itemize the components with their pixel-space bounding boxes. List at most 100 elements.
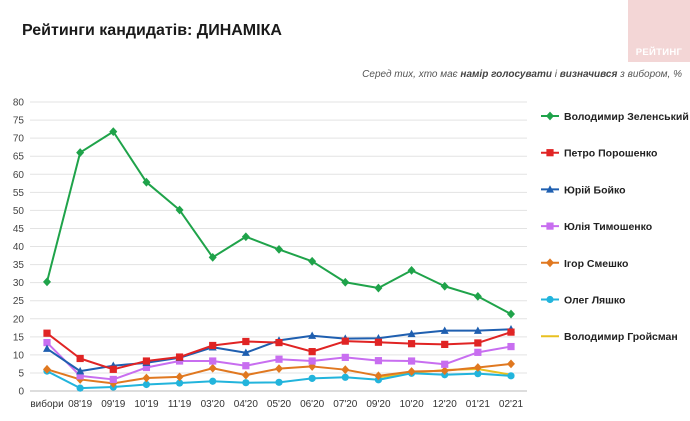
data-point [308, 362, 317, 371]
data-point [308, 256, 317, 266]
data-point [308, 357, 316, 365]
y-tick-label: 0 [18, 387, 24, 398]
data-point [407, 357, 416, 365]
y-tick-label: 65 [13, 152, 25, 163]
subtitle-part-3: з вибором, % [617, 69, 682, 80]
data-point [43, 344, 51, 352]
data-point [109, 375, 117, 384]
y-tick-label: 30 [13, 278, 25, 289]
data-point [76, 384, 84, 392]
legend-label: Олег Ляшко [564, 295, 625, 307]
y-tick-label: 15 [13, 332, 25, 343]
data-point [507, 372, 515, 380]
y-tick-label: 35 [13, 260, 25, 271]
data-point [341, 365, 350, 375]
legend-label: Володимир Зеленський [564, 111, 689, 123]
data-point [142, 380, 151, 389]
data-point [308, 331, 317, 339]
y-tick-label: 50 [13, 206, 25, 217]
data-point [142, 177, 151, 187]
data-point [142, 373, 151, 383]
x-tick-label: 10'19 [134, 399, 159, 410]
data-point [374, 357, 383, 365]
data-point [275, 338, 283, 347]
data-point [308, 374, 316, 382]
data-point [242, 362, 250, 370]
data-point [473, 326, 482, 334]
legend-marker [546, 258, 554, 268]
data-point [507, 328, 515, 336]
x-tick-label: 08'19 [68, 399, 93, 410]
subtitle-part-2: і [551, 69, 560, 80]
data-point [440, 326, 449, 334]
y-tick-label: 5 [18, 368, 24, 379]
data-point [407, 367, 416, 376]
data-point [109, 379, 118, 388]
data-point [142, 363, 151, 372]
data-point [208, 363, 217, 373]
legend-label: Ігор Смешко [564, 258, 628, 270]
legend-marker [546, 222, 554, 230]
x-tick-label: 09'20 [366, 399, 391, 410]
data-point [242, 379, 250, 387]
y-tick-label: 45 [13, 224, 25, 235]
data-point [109, 127, 118, 137]
legend-marker [546, 295, 554, 304]
data-point [209, 357, 217, 365]
data-point [407, 265, 416, 275]
y-tick-label: 10 [13, 350, 25, 361]
data-point [474, 370, 482, 378]
data-point [175, 205, 184, 215]
data-point [441, 360, 449, 368]
data-point [507, 309, 515, 319]
data-point [209, 377, 217, 385]
data-point [474, 348, 482, 356]
data-point [241, 348, 250, 356]
legend-label: Юлія Тимошенко [564, 221, 652, 233]
x-tick-label: 05'20 [267, 399, 292, 410]
legend-marker [546, 111, 554, 121]
y-tick-label: 55 [13, 188, 25, 199]
data-point [473, 363, 482, 372]
chart-title: Рейтинги кандидатів: ДИНАМІКА [22, 22, 282, 39]
legend-label: Юрій Бойко [564, 184, 625, 196]
x-tick-label: 06'20 [300, 399, 325, 410]
data-point [341, 277, 350, 287]
data-point [507, 342, 515, 351]
data-point [175, 379, 184, 387]
x-tick-label: 01'21 [466, 399, 491, 410]
data-point [275, 355, 283, 363]
data-point [374, 338, 383, 346]
data-point [242, 337, 250, 346]
data-point [407, 329, 416, 338]
data-point [43, 329, 51, 337]
data-point [441, 340, 449, 348]
data-point [175, 372, 184, 382]
x-tick-label: вибори [30, 398, 63, 410]
x-tick-label: 09'19 [101, 399, 126, 410]
data-point [208, 252, 217, 262]
y-tick-label: 70 [13, 134, 25, 145]
y-tick-label: 80 [13, 98, 25, 109]
data-point [241, 232, 250, 242]
data-point [175, 353, 184, 361]
legend-marker [546, 185, 554, 193]
data-point [308, 348, 316, 356]
legend-label: Володимир Гройсман [564, 331, 678, 343]
data-point [43, 277, 51, 287]
data-point [440, 366, 449, 376]
data-point [507, 359, 515, 369]
legend-marker [546, 149, 554, 157]
data-point [175, 357, 184, 365]
data-point [341, 353, 349, 362]
data-point [275, 364, 283, 374]
y-tick-label: 75 [13, 116, 25, 127]
x-tick-label: 10'20 [399, 399, 424, 410]
y-tick-label: 20 [13, 314, 25, 325]
data-point [341, 373, 349, 381]
x-tick-label: 12'20 [433, 399, 458, 410]
x-tick-label: 04'20 [234, 399, 259, 410]
legend-label: Петро Порошенко [564, 148, 657, 160]
data-point [76, 148, 85, 157]
